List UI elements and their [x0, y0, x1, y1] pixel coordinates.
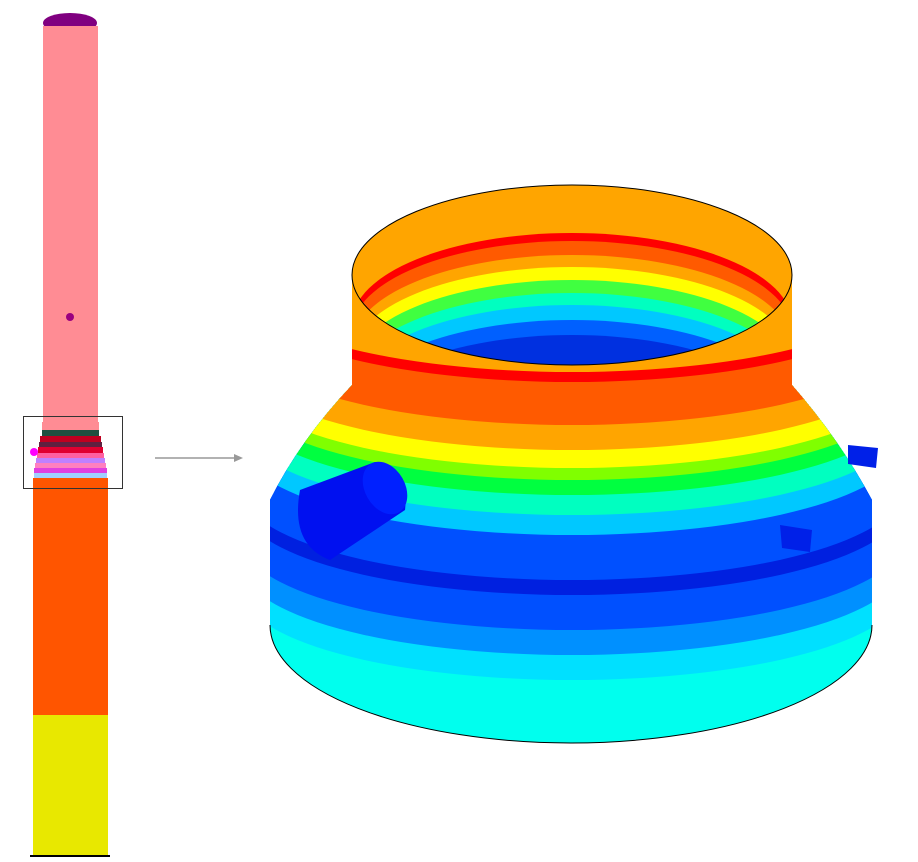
- band: [36, 458, 105, 463]
- zoom-box: [23, 416, 123, 489]
- nozzle-dot: [30, 448, 38, 456]
- band: [42, 430, 99, 436]
- lower-shell: [33, 715, 108, 855]
- band: [39, 442, 102, 447]
- band: [40, 436, 101, 442]
- band: [37, 453, 104, 458]
- band: [34, 468, 107, 473]
- upper-shell: [43, 26, 98, 422]
- outlines: [269, 184, 873, 744]
- band: [38, 447, 103, 453]
- nozzle-right-low: [780, 525, 812, 552]
- arrow-head: [234, 454, 243, 462]
- inner-wall: [352, 185, 792, 365]
- nozzle-right-top: [848, 445, 878, 468]
- band: [35, 463, 106, 468]
- base-outline: [269, 624, 873, 744]
- nozzle-dot: [66, 313, 74, 321]
- nozzle-left-end: [362, 461, 408, 515]
- middle-shell: [33, 478, 108, 715]
- nozzles: [298, 445, 878, 560]
- column-model: [23, 13, 123, 857]
- band: [34, 473, 107, 478]
- band: [42, 422, 99, 430]
- rim-outline: [351, 184, 793, 366]
- zoom-arrow: [155, 454, 243, 462]
- transition-bands: [30, 422, 107, 478]
